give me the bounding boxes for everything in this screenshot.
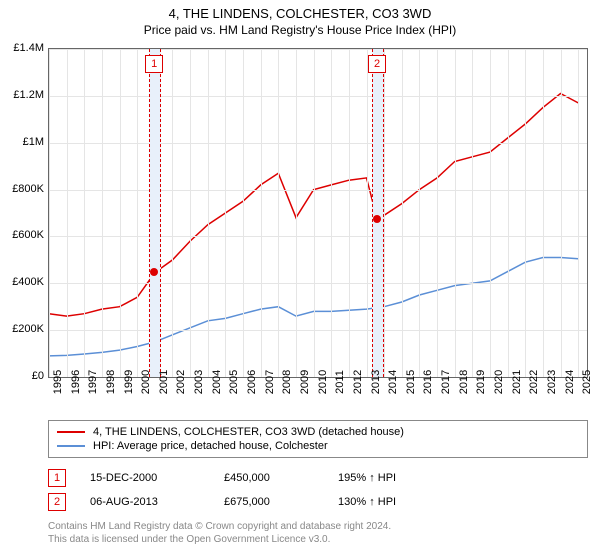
xtick-label: 2002 (175, 370, 187, 394)
ytick-label: £1.4M (13, 42, 44, 54)
legend-item: HPI: Average price, detached house, Colc… (57, 439, 579, 453)
xtick-label: 2006 (246, 370, 258, 394)
xtick-label: 2023 (546, 370, 558, 394)
xtick-label: 1997 (87, 370, 99, 394)
xtick-label: 2019 (475, 370, 487, 394)
chart-svg (49, 49, 587, 377)
xtick-label: 2022 (528, 370, 540, 394)
table-row: 1 15-DEC-2000 £450,000 195% ↑ HPI (48, 466, 588, 490)
ytick-label: £800K (12, 183, 44, 195)
ytick-label: £600K (12, 229, 44, 241)
xtick-label: 2011 (334, 370, 346, 394)
xtick-label: 2017 (440, 370, 452, 394)
legend-swatch (57, 431, 85, 433)
footer-line: This data is licensed under the Open Gov… (48, 533, 588, 546)
xtick-label: 2020 (493, 370, 505, 394)
xtick-label: 2012 (352, 370, 364, 394)
xtick-label: 1998 (105, 370, 117, 394)
footer-line: Contains HM Land Registry data © Crown c… (48, 520, 588, 533)
legend-series: 4, THE LINDENS, COLCHESTER, CO3 3WD (det… (48, 420, 588, 458)
sales-table: 1 15-DEC-2000 £450,000 195% ↑ HPI 2 06-A… (48, 466, 588, 514)
xtick-label: 2010 (317, 370, 329, 394)
xtick-label: 2007 (264, 370, 276, 394)
xtick-label: 2001 (158, 370, 170, 394)
xtick-label: 2004 (211, 370, 223, 394)
xtick-label: 2016 (422, 370, 434, 394)
xtick-label: 2018 (458, 370, 470, 394)
chart-plot-area: 12 (48, 48, 588, 378)
sale-marker-badge: 1 (145, 55, 163, 73)
legend-label: 4, THE LINDENS, COLCHESTER, CO3 3WD (det… (93, 426, 404, 438)
sale-badge: 2 (48, 493, 66, 511)
xtick-label: 2013 (370, 370, 382, 394)
sale-badge: 1 (48, 469, 66, 487)
xtick-label: 2015 (405, 370, 417, 394)
sale-date: 15-DEC-2000 (90, 472, 200, 484)
sale-pct: 130% ↑ HPI (338, 496, 448, 508)
sale-pct: 195% ↑ HPI (338, 472, 448, 484)
xtick-label: 1996 (70, 370, 82, 394)
sale-price: £675,000 (224, 496, 314, 508)
chart-title: 4, THE LINDENS, COLCHESTER, CO3 3WD (0, 0, 600, 21)
sale-point (150, 268, 158, 276)
xtick-label: 1995 (52, 370, 64, 394)
ytick-label: £1M (23, 136, 44, 148)
ytick-label: £1.2M (13, 89, 44, 101)
xtick-label: 2009 (299, 370, 311, 394)
sale-marker-badge: 2 (368, 55, 386, 73)
legend-item: 4, THE LINDENS, COLCHESTER, CO3 3WD (det… (57, 425, 579, 439)
xtick-label: 2014 (387, 370, 399, 394)
ytick-label: £200K (12, 323, 44, 335)
sale-price: £450,000 (224, 472, 314, 484)
table-row: 2 06-AUG-2013 £675,000 130% ↑ HPI (48, 490, 588, 514)
ytick-label: £400K (12, 276, 44, 288)
xtick-label: 1999 (123, 370, 135, 394)
legend-label: HPI: Average price, detached house, Colc… (93, 440, 328, 452)
sale-point (373, 215, 381, 223)
xtick-label: 2008 (281, 370, 293, 394)
chart-container: 4, THE LINDENS, COLCHESTER, CO3 3WD Pric… (0, 0, 600, 560)
xtick-label: 2005 (228, 370, 240, 394)
sale-date: 06-AUG-2013 (90, 496, 200, 508)
xtick-label: 2021 (511, 370, 523, 394)
footer-attribution: Contains HM Land Registry data © Crown c… (48, 520, 588, 546)
legend-box: 4, THE LINDENS, COLCHESTER, CO3 3WD (det… (48, 420, 588, 546)
xtick-label: 2025 (581, 370, 593, 394)
xtick-label: 2024 (564, 370, 576, 394)
chart-subtitle: Price paid vs. HM Land Registry's House … (0, 21, 600, 43)
xtick-label: 2003 (193, 370, 205, 394)
xtick-label: 2000 (140, 370, 152, 394)
legend-swatch (57, 445, 85, 447)
ytick-label: £0 (32, 370, 44, 382)
